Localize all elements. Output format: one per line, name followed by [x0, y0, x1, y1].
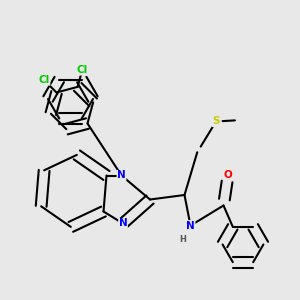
Text: Cl: Cl	[76, 65, 88, 75]
Text: H: H	[180, 236, 186, 244]
Text: N: N	[186, 220, 195, 231]
Text: Cl: Cl	[39, 75, 50, 85]
Text: S: S	[212, 116, 220, 127]
Text: O: O	[224, 170, 232, 181]
Text: N: N	[118, 218, 127, 229]
Text: N: N	[117, 170, 126, 181]
